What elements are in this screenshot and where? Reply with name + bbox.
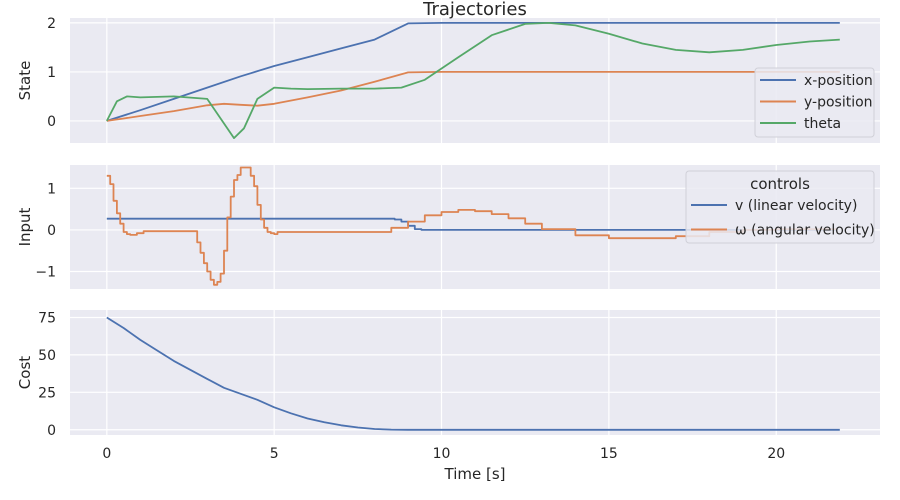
legend-label: theta [804, 116, 841, 132]
legend-label: ω (angular velocity) [735, 223, 875, 239]
series-line-y-position [106, 71, 840, 122]
series-line-omega [106, 166, 837, 286]
y-axis-label: Input [16, 207, 34, 246]
legend-label: y-position [804, 95, 873, 111]
panel-input: −1 0 1 Input controls v (linear velocity) ω (a… [16, 165, 880, 289]
x-axis-label: Time [s] [444, 465, 506, 483]
x-tick-label: 10 [433, 446, 451, 462]
x-tick-label: 20 [767, 446, 785, 462]
series-line-x-position [106, 22, 840, 122]
legend-label: x-position [804, 73, 873, 89]
y-axis-label: Cost [16, 356, 34, 389]
x-tick-label: 0 [102, 446, 111, 462]
y-tick-label: 1 [47, 181, 56, 197]
legend-box [754, 67, 875, 138]
panel-cost: 0 25 50 75 Cost 0 5 10 15 20 Time [s] [16, 310, 880, 483]
y-tick-label: 50 [38, 348, 56, 364]
y-tick-label: 25 [38, 385, 56, 401]
series-line-theta [105, 22, 840, 139]
legend: x-position y-position theta [754, 67, 875, 138]
y-tick-label: 75 [38, 310, 56, 326]
plot-background [70, 18, 880, 143]
y-tick-label: 1 [47, 65, 56, 81]
y-tick-label: 0 [47, 114, 56, 130]
chart-title: Trajectories [422, 0, 527, 20]
y-axis-label: State [16, 61, 34, 101]
x-tick-label: 15 [600, 446, 618, 462]
legend: controls v (linear velocity) ω (angular ve… [685, 170, 875, 244]
legend-title: controls [750, 175, 810, 193]
y-tick-label: −1 [35, 265, 56, 281]
plot-background [70, 310, 880, 435]
legend-box [685, 170, 875, 244]
x-tick-label: 5 [270, 446, 279, 462]
y-tick-label: 0 [47, 223, 56, 239]
y-tick-label: 0 [47, 423, 56, 439]
y-tick-label: 2 [47, 16, 56, 32]
series-line-cost [106, 316, 840, 431]
legend-label: v (linear velocity) [735, 198, 857, 214]
panel-state: 0 1 2 State Trajectories x-position y-position… [16, 0, 880, 143]
